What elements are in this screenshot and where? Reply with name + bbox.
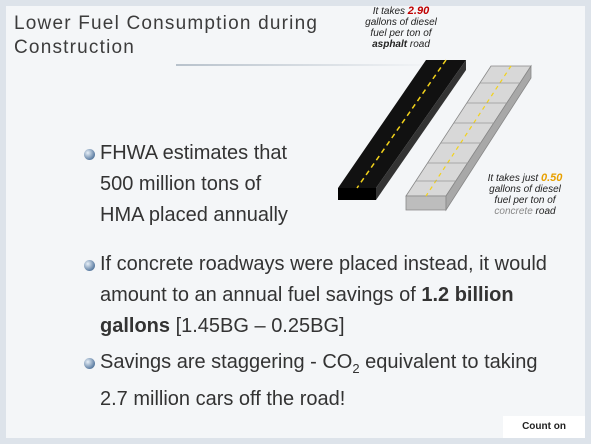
caption-text: gallons of diesel fuel per ton of xyxy=(365,17,437,39)
bullet-line: FHWA estimates that xyxy=(100,138,288,169)
caption-text: It takes just xyxy=(488,173,541,184)
bullet-marker xyxy=(84,358,95,369)
bullet-text: [1.45BG – 0.25BG] xyxy=(170,315,345,337)
slide-title: Lower Fuel Consumption during Constructi… xyxy=(14,12,318,60)
logo: Count on Concrete xyxy=(503,416,585,438)
bullet-line: 500 million tons of xyxy=(100,169,288,200)
title-line: Construction xyxy=(14,36,318,60)
concrete-caption: It takes just 0.50 gallons of diesel fue… xyxy=(484,173,566,217)
bullet: FHWA estimates that 500 million tons of … xyxy=(100,138,288,231)
caption-text: gallons of diesel fuel per ton of xyxy=(489,184,561,206)
bullet: If concrete roadways were placed instead… xyxy=(100,249,570,342)
asphalt-caption: It takes 2.90 gallons of diesel fuel per… xyxy=(361,6,441,50)
caption-text: road xyxy=(533,206,556,217)
title-line: Lower Fuel Consumption during xyxy=(14,12,318,36)
bullet-text: Savings are staggering - CO xyxy=(100,351,352,373)
caption-text: It takes xyxy=(373,6,408,17)
logo-text: Count on Conc xyxy=(521,421,566,444)
subscript: 2 xyxy=(352,361,359,376)
bullet-marker xyxy=(84,260,95,271)
caption-number: 0.50 xyxy=(541,172,562,184)
caption-number: 2.90 xyxy=(408,5,429,17)
bullet-marker xyxy=(84,149,95,160)
caption-emphasis: concrete xyxy=(494,206,532,217)
caption-text: road xyxy=(407,39,430,50)
bullet: Savings are staggering - CO2 equivalent … xyxy=(100,347,570,415)
bullet-line: HMA placed annually xyxy=(100,200,288,231)
slide: Lower Fuel Consumption during Constructi… xyxy=(0,0,591,444)
caption-emphasis: asphalt xyxy=(372,39,407,50)
